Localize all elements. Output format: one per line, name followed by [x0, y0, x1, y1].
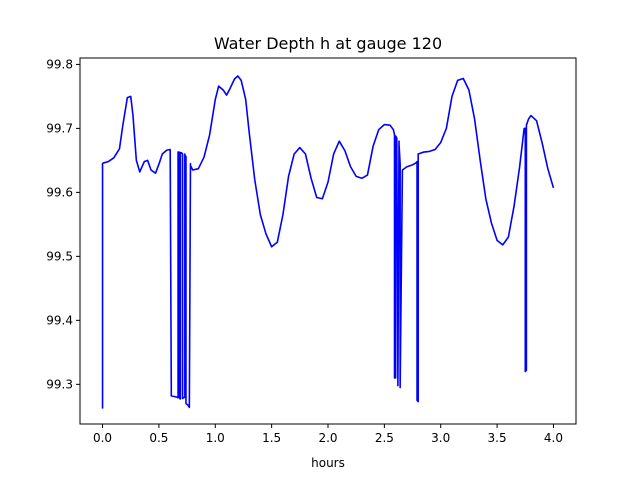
plot-area	[80, 58, 576, 424]
chart-title: Water Depth h at gauge 120	[214, 34, 442, 53]
y-tick-label: 99.7	[46, 121, 73, 135]
series-layer	[101, 75, 555, 409]
y-tick-label: 99.5	[46, 249, 73, 263]
x-axis-label: hours	[311, 456, 345, 470]
y-tick-label: 99.3	[46, 377, 73, 391]
x-tick-label: 3.0	[431, 431, 450, 445]
series-line-0	[101, 75, 555, 409]
x-tick-label: 3.5	[488, 431, 507, 445]
x-tick-label: 1.5	[262, 431, 281, 445]
x-tick-label: 0.5	[149, 431, 168, 445]
x-tick-label: 2.5	[375, 431, 394, 445]
y-tick-label: 99.6	[46, 185, 73, 199]
x-tick-label: 0.0	[93, 431, 112, 445]
x-axis: 0.0 0.5 1.0 1.5 2.0 2.5 3.0 3.5 4.0	[93, 424, 563, 445]
x-tick-label: 4.0	[544, 431, 563, 445]
y-axis: 99.3 99.4 99.5 99.6 99.7 99.8	[46, 57, 80, 391]
x-tick-label: 2.0	[318, 431, 337, 445]
y-tick-label: 99.4	[46, 313, 73, 327]
x-tick-label: 1.0	[206, 431, 225, 445]
y-tick-label: 99.8	[46, 57, 73, 71]
plot-background	[80, 58, 576, 424]
